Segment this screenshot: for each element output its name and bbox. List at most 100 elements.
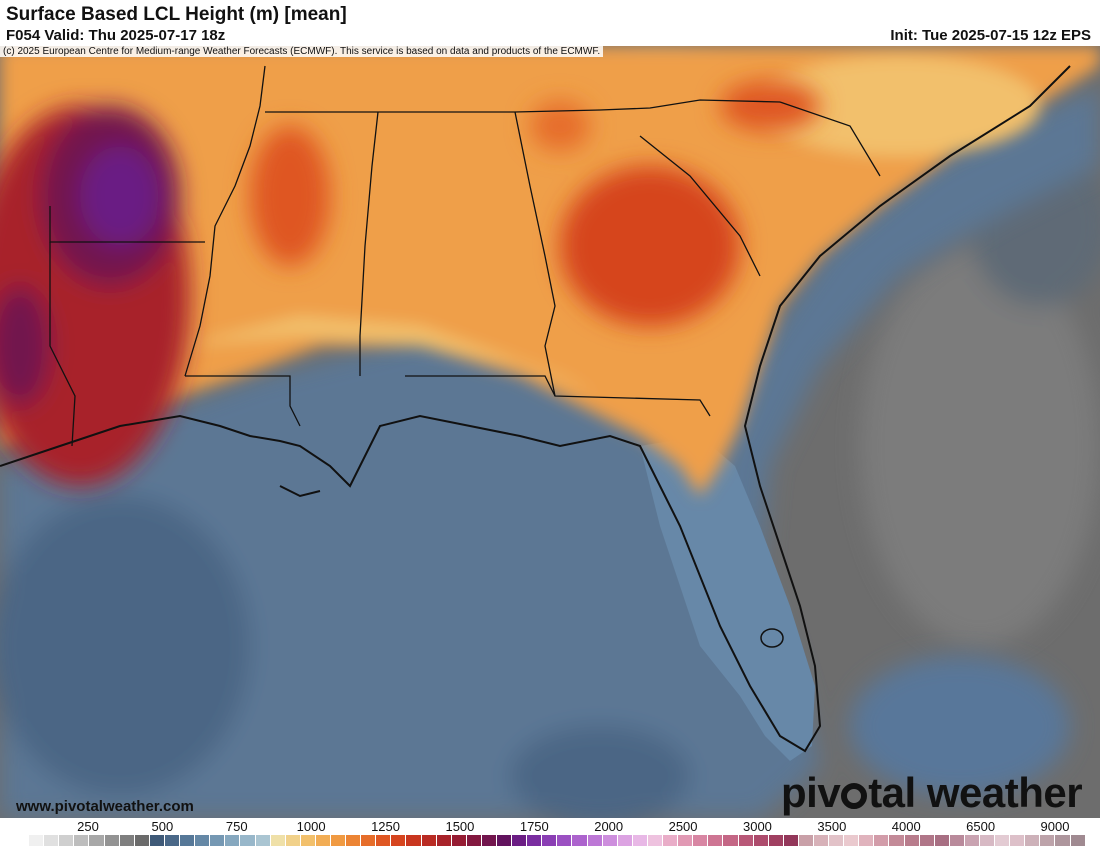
- legend-swatch: [225, 835, 241, 846]
- legend-swatch: [14, 835, 30, 846]
- legend-swatch: [240, 835, 256, 846]
- legend-swatch: [980, 835, 996, 846]
- brand-logo: piv tal weather: [781, 769, 1083, 817]
- legend-swatch: [693, 835, 709, 846]
- brand-left: piv: [781, 769, 841, 816]
- legend-swatch: [663, 835, 679, 846]
- legend-swatch: [1010, 835, 1026, 846]
- legend-swatch: [361, 835, 377, 846]
- legend-swatch: [346, 835, 362, 846]
- legend-swatch: [149, 835, 165, 846]
- legend-tick-label: 1250: [371, 819, 400, 834]
- legend-swatch: [497, 835, 513, 846]
- legend-tick-label: 500: [151, 819, 174, 834]
- legend-swatch: [104, 835, 120, 846]
- coastline: [0, 65, 1071, 753]
- legend-swatch: [195, 835, 211, 846]
- legend-swatch: [451, 835, 467, 846]
- legend-tick-label: 9000: [1040, 819, 1070, 834]
- legend-swatch: [557, 835, 573, 846]
- color-legend: 250 500 750 1000 1250 1500 1750 2000 2500 3000 350…: [0, 818, 1100, 850]
- legend-swatch: [753, 835, 769, 846]
- legend-swatch: [119, 835, 135, 846]
- legend-swatch: [180, 835, 196, 846]
- legend-swatch: [391, 835, 407, 846]
- legend-swatch: [798, 835, 814, 846]
- legend-swatch: [647, 835, 664, 846]
- legend-swatch: [29, 835, 45, 846]
- legend-swatch: [889, 835, 905, 846]
- legend-tick-label: 3000: [742, 819, 772, 834]
- legend-swatch: [300, 835, 316, 846]
- legend-swatch: [934, 835, 950, 846]
- legend-swatch: [74, 835, 90, 846]
- legend-swatch: [572, 835, 588, 846]
- legend-swatch: [1055, 835, 1071, 846]
- legend-swatch: [949, 835, 965, 846]
- legend-swatch: [164, 835, 181, 846]
- legend-tick-label: 2000: [594, 819, 624, 834]
- legend-swatch: [255, 835, 271, 846]
- lcl-high-field: [0, 81, 820, 486]
- legend-swatch: [1025, 835, 1041, 846]
- legend-swatch: [1070, 835, 1086, 846]
- legend-swatch: [708, 835, 724, 846]
- map-title: Surface Based LCL Height (m) [mean]: [6, 4, 347, 25]
- legend-swatch: [964, 835, 980, 846]
- legend-swatch: [542, 835, 558, 846]
- init-time: Init: Tue 2025-07-15 12z EPS: [890, 27, 1091, 44]
- lake-okeechobee: [760, 628, 784, 648]
- coastal-moisture-field: [0, 61, 1100, 818]
- legend-swatch: [783, 835, 799, 846]
- map-canvas: [0, 46, 1100, 818]
- legend-swatch: [134, 835, 150, 846]
- legend-swatch: [919, 835, 935, 846]
- legend-swatch: [59, 835, 75, 846]
- legend-swatch: [270, 835, 286, 846]
- gear-icon: [841, 783, 868, 809]
- legend-swatch: [874, 835, 890, 846]
- brand-right: tal weather: [868, 769, 1083, 816]
- legend-tick-label: 750: [225, 819, 248, 834]
- legend-swatch: [813, 835, 830, 846]
- legend-swatch: [995, 835, 1011, 846]
- legend-swatch: [210, 835, 226, 846]
- legend-swatch: [859, 835, 875, 846]
- legend-swatch: [678, 835, 694, 846]
- legend-swatch: [723, 835, 739, 846]
- valid-time: F054 Valid: Thu 2025-07-17 18z: [6, 27, 226, 44]
- legend-swatch: [602, 835, 618, 846]
- legend-tick-label: 1500: [445, 819, 475, 834]
- legend-swatch: [617, 835, 633, 846]
- legend-swatch: [89, 835, 105, 846]
- legend-swatch: [436, 835, 452, 846]
- legend-swatch: [1040, 835, 1056, 846]
- legend-swatch: [285, 835, 301, 846]
- legend-swatch: [587, 835, 603, 846]
- legend-swatch: [904, 835, 920, 846]
- legend-swatch: [406, 835, 422, 846]
- website-link[interactable]: www.pivotalweather.com: [16, 798, 194, 815]
- legend-swatch: [844, 835, 860, 846]
- legend-tick-label: 3500: [817, 819, 847, 834]
- header: Surface Based LCL Height (m) [mean] F054…: [0, 0, 1100, 46]
- legend-tick-label: 4000: [891, 819, 921, 834]
- legend-swatch: [44, 835, 60, 846]
- legend-tick-label: 1000: [296, 819, 326, 834]
- legend-ticks: 250 500 750 1000 1250 1500 1750 2000 2500 3000 350…: [0, 818, 1100, 834]
- legend-swatch: [829, 835, 845, 846]
- legend-swatch: [512, 835, 528, 846]
- legend-swatch: [376, 835, 392, 846]
- legend-tick-label: 2500: [668, 819, 698, 834]
- state-borders: [49, 65, 881, 447]
- legend-swatch: [768, 835, 784, 846]
- legend-tick-label: 1750: [519, 819, 549, 834]
- legend-tick-label: 6500: [966, 819, 996, 834]
- legend-swatch: [466, 835, 482, 846]
- copyright-notice: (c) 2025 European Centre for Medium-rang…: [0, 46, 604, 57]
- legend-swatch: [632, 835, 648, 846]
- legend-colorbar: [14, 835, 1086, 846]
- florida-peninsula: [640, 436, 815, 761]
- legend-tick-label: 250: [77, 819, 99, 834]
- forecast-map[interactable]: [0, 46, 1100, 818]
